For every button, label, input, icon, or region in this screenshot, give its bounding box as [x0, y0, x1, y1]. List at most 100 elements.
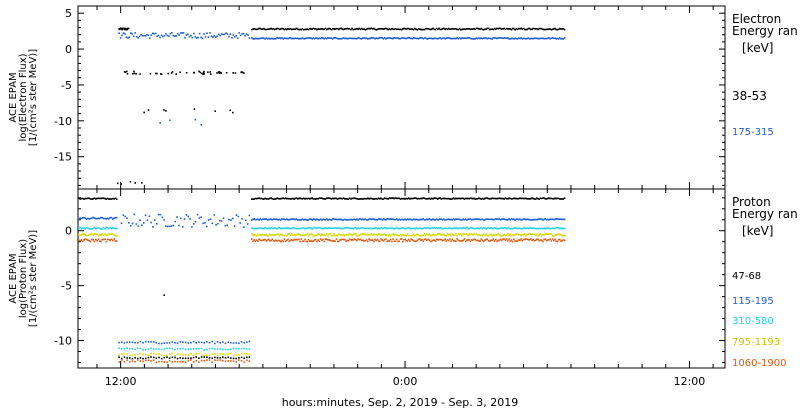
data-point [170, 72, 173, 74]
data-point [370, 233, 373, 235]
data-point [179, 353, 182, 356]
data-point [269, 197, 271, 200]
data-point [480, 238, 483, 240]
data-point [93, 240, 96, 243]
data-point [539, 239, 542, 241]
data-point [260, 227, 263, 230]
data-point [301, 240, 304, 243]
data-point [141, 34, 144, 37]
data-point [88, 197, 91, 200]
data-point [188, 35, 191, 38]
data-point [348, 28, 351, 30]
data-point [386, 233, 388, 236]
data-point [528, 38, 531, 40]
data-point [129, 225, 132, 227]
data-point [551, 218, 554, 221]
data-point [476, 218, 479, 220]
data-point [538, 27, 541, 30]
data-point [411, 219, 414, 221]
data-point [458, 239, 461, 242]
data-point [351, 197, 353, 200]
data-point [79, 198, 81, 200]
data-point [377, 37, 380, 40]
data-point [467, 37, 469, 39]
data-point [84, 217, 87, 220]
data-point [365, 227, 368, 230]
data-point [87, 239, 89, 241]
data-point [470, 239, 473, 241]
data-point [80, 227, 83, 230]
data-point [432, 239, 434, 241]
data-point [470, 218, 473, 221]
data-point [391, 227, 393, 229]
data-point [246, 352, 248, 355]
data-point [312, 218, 315, 220]
data-point [446, 218, 449, 221]
data-point [142, 360, 144, 363]
data-point [128, 361, 131, 363]
data-point [507, 226, 509, 229]
data-point [206, 225, 208, 228]
data-point [142, 353, 144, 356]
data-point [264, 227, 266, 229]
data-point [243, 347, 245, 350]
data-point [342, 37, 345, 39]
data-point [367, 227, 369, 230]
data-point [464, 240, 467, 243]
data-point [408, 197, 410, 199]
data-point [412, 240, 415, 242]
data-point [398, 234, 400, 237]
data-point [128, 354, 131, 357]
data-point [275, 227, 277, 230]
data-point [524, 218, 526, 220]
data-point [402, 240, 404, 243]
data-point [521, 239, 524, 242]
data-point [252, 240, 254, 243]
data-point [385, 197, 387, 200]
data-point [125, 36, 128, 39]
data-point [369, 218, 371, 220]
data-point [451, 27, 454, 30]
data-point [338, 240, 340, 243]
data-point [156, 72, 158, 75]
data-point [123, 342, 126, 344]
data-point [528, 239, 531, 241]
data-point [416, 228, 419, 230]
data-point [563, 28, 566, 31]
data-point [283, 218, 286, 221]
data-point [302, 219, 305, 221]
data-point [341, 234, 344, 236]
data-point [92, 239, 94, 241]
data-point [403, 227, 405, 230]
data-point [282, 227, 284, 230]
data-point [276, 227, 278, 230]
data-point [135, 223, 138, 225]
data-point [466, 197, 468, 200]
data-point [498, 27, 501, 30]
data-point [334, 37, 336, 39]
data-point [295, 227, 298, 230]
data-point [511, 240, 514, 243]
data-point [420, 37, 422, 39]
data-point [487, 227, 490, 229]
data-point [100, 197, 102, 200]
data-point [133, 213, 136, 216]
data-point [342, 227, 345, 230]
data-point [462, 218, 464, 220]
data-point [255, 235, 258, 237]
data-point [254, 240, 257, 242]
data-point [198, 341, 200, 343]
data-point [241, 33, 243, 35]
data-point [158, 360, 160, 363]
data-point [517, 239, 520, 241]
y-tick-label: 5 [65, 7, 72, 20]
data-point [134, 357, 136, 359]
data-point [325, 197, 328, 200]
data-point [426, 227, 428, 229]
data-point [445, 240, 448, 242]
data-point [391, 240, 393, 243]
data-point [367, 197, 369, 200]
data-point [513, 38, 515, 40]
data-point [351, 227, 353, 230]
data-point [302, 227, 305, 229]
